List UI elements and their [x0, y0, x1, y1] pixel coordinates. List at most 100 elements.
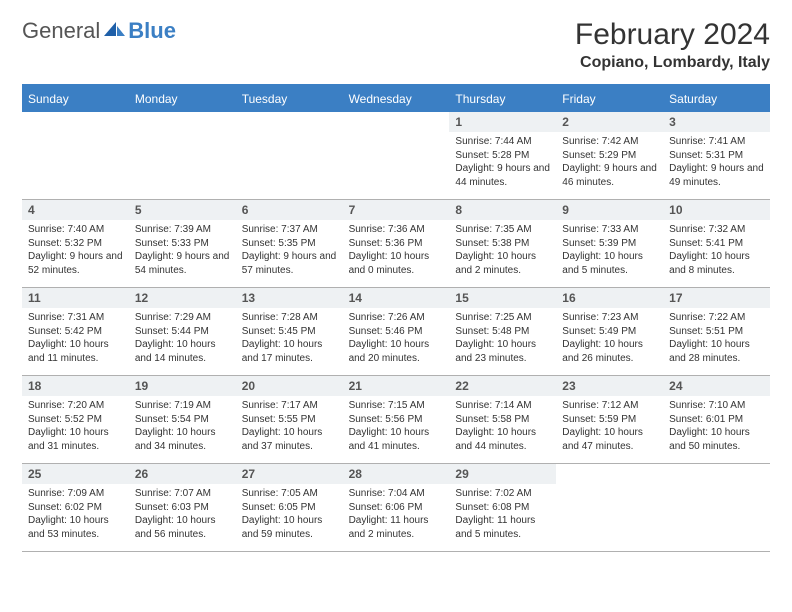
daylight-text: Daylight: 9 hours and 46 minutes.	[562, 162, 657, 189]
sunset-text: Sunset: 6:08 PM	[455, 501, 550, 515]
sunset-text: Sunset: 5:42 PM	[28, 325, 123, 339]
daylight-text: Daylight: 10 hours and 34 minutes.	[135, 426, 230, 453]
calendar-cell: 17Sunrise: 7:22 AMSunset: 5:51 PMDayligh…	[663, 288, 770, 376]
calendar-cell: 23Sunrise: 7:12 AMSunset: 5:59 PMDayligh…	[556, 376, 663, 464]
calendar-cell: 1Sunrise: 7:44 AMSunset: 5:28 PMDaylight…	[449, 112, 556, 200]
day-number: 29	[449, 464, 556, 484]
calendar-cell: 26Sunrise: 7:07 AMSunset: 6:03 PMDayligh…	[129, 464, 236, 552]
sunrise-text: Sunrise: 7:05 AM	[242, 487, 337, 501]
sunset-text: Sunset: 6:05 PM	[242, 501, 337, 515]
sunrise-text: Sunrise: 7:32 AM	[669, 223, 764, 237]
sunset-text: Sunset: 5:48 PM	[455, 325, 550, 339]
sunrise-text: Sunrise: 7:23 AM	[562, 311, 657, 325]
calendar-cell: 21Sunrise: 7:15 AMSunset: 5:56 PMDayligh…	[343, 376, 450, 464]
sunset-text: Sunset: 5:46 PM	[349, 325, 444, 339]
calendar-cell: 5Sunrise: 7:39 AMSunset: 5:33 PMDaylight…	[129, 200, 236, 288]
calendar-cell: 12Sunrise: 7:29 AMSunset: 5:44 PMDayligh…	[129, 288, 236, 376]
sunrise-text: Sunrise: 7:42 AM	[562, 135, 657, 149]
sunrise-text: Sunrise: 7:12 AM	[562, 399, 657, 413]
day-number: 6	[236, 200, 343, 220]
daylight-text: Daylight: 10 hours and 17 minutes.	[242, 338, 337, 365]
day-header: Thursday	[449, 86, 556, 112]
calendar-cell: 20Sunrise: 7:17 AMSunset: 5:55 PMDayligh…	[236, 376, 343, 464]
sunrise-text: Sunrise: 7:37 AM	[242, 223, 337, 237]
day-number: 17	[663, 288, 770, 308]
day-number: 10	[663, 200, 770, 220]
day-number: 14	[343, 288, 450, 308]
day-header: Monday	[129, 86, 236, 112]
daylight-text: Daylight: 10 hours and 23 minutes.	[455, 338, 550, 365]
sunrise-text: Sunrise: 7:35 AM	[455, 223, 550, 237]
sunset-text: Sunset: 6:02 PM	[28, 501, 123, 515]
sunrise-text: Sunrise: 7:15 AM	[349, 399, 444, 413]
sunset-text: Sunset: 5:58 PM	[455, 413, 550, 427]
daylight-text: Daylight: 10 hours and 50 minutes.	[669, 426, 764, 453]
calendar-cell: 25Sunrise: 7:09 AMSunset: 6:02 PMDayligh…	[22, 464, 129, 552]
month-title: February 2024	[575, 18, 770, 52]
title-block: February 2024 Copiano, Lombardy, Italy	[575, 18, 770, 72]
calendar-cell	[556, 464, 663, 552]
calendar-cell: 28Sunrise: 7:04 AMSunset: 6:06 PMDayligh…	[343, 464, 450, 552]
sunrise-text: Sunrise: 7:20 AM	[28, 399, 123, 413]
day-header: Friday	[556, 86, 663, 112]
sunset-text: Sunset: 5:45 PM	[242, 325, 337, 339]
sunrise-text: Sunrise: 7:29 AM	[135, 311, 230, 325]
day-number: 7	[343, 200, 450, 220]
calendar-cell: 27Sunrise: 7:05 AMSunset: 6:05 PMDayligh…	[236, 464, 343, 552]
sunset-text: Sunset: 5:56 PM	[349, 413, 444, 427]
day-number: 16	[556, 288, 663, 308]
sunrise-text: Sunrise: 7:07 AM	[135, 487, 230, 501]
sunset-text: Sunset: 5:36 PM	[349, 237, 444, 251]
day-header: Wednesday	[343, 86, 450, 112]
sunset-text: Sunset: 5:49 PM	[562, 325, 657, 339]
day-number: 5	[129, 200, 236, 220]
calendar-grid: SundayMondayTuesdayWednesdayThursdayFrid…	[22, 84, 770, 552]
sunrise-text: Sunrise: 7:44 AM	[455, 135, 550, 149]
sunrise-text: Sunrise: 7:19 AM	[135, 399, 230, 413]
calendar-cell	[129, 112, 236, 200]
day-number: 8	[449, 200, 556, 220]
sunset-text: Sunset: 5:44 PM	[135, 325, 230, 339]
day-number: 13	[236, 288, 343, 308]
logo-text-general: General	[22, 18, 100, 44]
sunset-text: Sunset: 6:06 PM	[349, 501, 444, 515]
calendar-cell: 19Sunrise: 7:19 AMSunset: 5:54 PMDayligh…	[129, 376, 236, 464]
calendar-cell: 2Sunrise: 7:42 AMSunset: 5:29 PMDaylight…	[556, 112, 663, 200]
day-number: 4	[22, 200, 129, 220]
day-number: 11	[22, 288, 129, 308]
sunrise-text: Sunrise: 7:41 AM	[669, 135, 764, 149]
logo-sail-icon	[104, 20, 126, 43]
day-number: 28	[343, 464, 450, 484]
calendar-cell: 29Sunrise: 7:02 AMSunset: 6:08 PMDayligh…	[449, 464, 556, 552]
daylight-text: Daylight: 9 hours and 57 minutes.	[242, 250, 337, 277]
daylight-text: Daylight: 10 hours and 5 minutes.	[562, 250, 657, 277]
daylight-text: Daylight: 9 hours and 52 minutes.	[28, 250, 123, 277]
sunset-text: Sunset: 5:52 PM	[28, 413, 123, 427]
calendar-cell	[343, 112, 450, 200]
sunset-text: Sunset: 5:55 PM	[242, 413, 337, 427]
day-header: Saturday	[663, 86, 770, 112]
daylight-text: Daylight: 10 hours and 8 minutes.	[669, 250, 764, 277]
calendar-cell: 10 Sunrise: 7:32 AMSunset: 5:41 PMDayligh…	[663, 200, 770, 288]
day-number: 25	[22, 464, 129, 484]
daylight-text: Daylight: 10 hours and 37 minutes.	[242, 426, 337, 453]
day-number: 21	[343, 376, 450, 396]
day-number: 20	[236, 376, 343, 396]
sunset-text: Sunset: 5:29 PM	[562, 149, 657, 163]
sunrise-text: Sunrise: 7:36 AM	[349, 223, 444, 237]
sunset-text: Sunset: 6:03 PM	[135, 501, 230, 515]
sunset-text: Sunset: 5:35 PM	[242, 237, 337, 251]
daylight-text: Daylight: 10 hours and 28 minutes.	[669, 338, 764, 365]
sunset-text: Sunset: 5:32 PM	[28, 237, 123, 251]
calendar-cell: 15Sunrise: 7:25 AMSunset: 5:48 PMDayligh…	[449, 288, 556, 376]
sunset-text: Sunset: 5:31 PM	[669, 149, 764, 163]
sunrise-text: Sunrise: 7:33 AM	[562, 223, 657, 237]
daylight-text: Daylight: 10 hours and 59 minutes.	[242, 514, 337, 541]
calendar-cell	[22, 112, 129, 200]
calendar-cell: 24Sunrise: 7:10 AMSunset: 6:01 PMDayligh…	[663, 376, 770, 464]
sunset-text: Sunset: 5:41 PM	[669, 237, 764, 251]
day-number: 12	[129, 288, 236, 308]
day-header: Sunday	[22, 86, 129, 112]
day-number: 18	[22, 376, 129, 396]
sunrise-text: Sunrise: 7:31 AM	[28, 311, 123, 325]
